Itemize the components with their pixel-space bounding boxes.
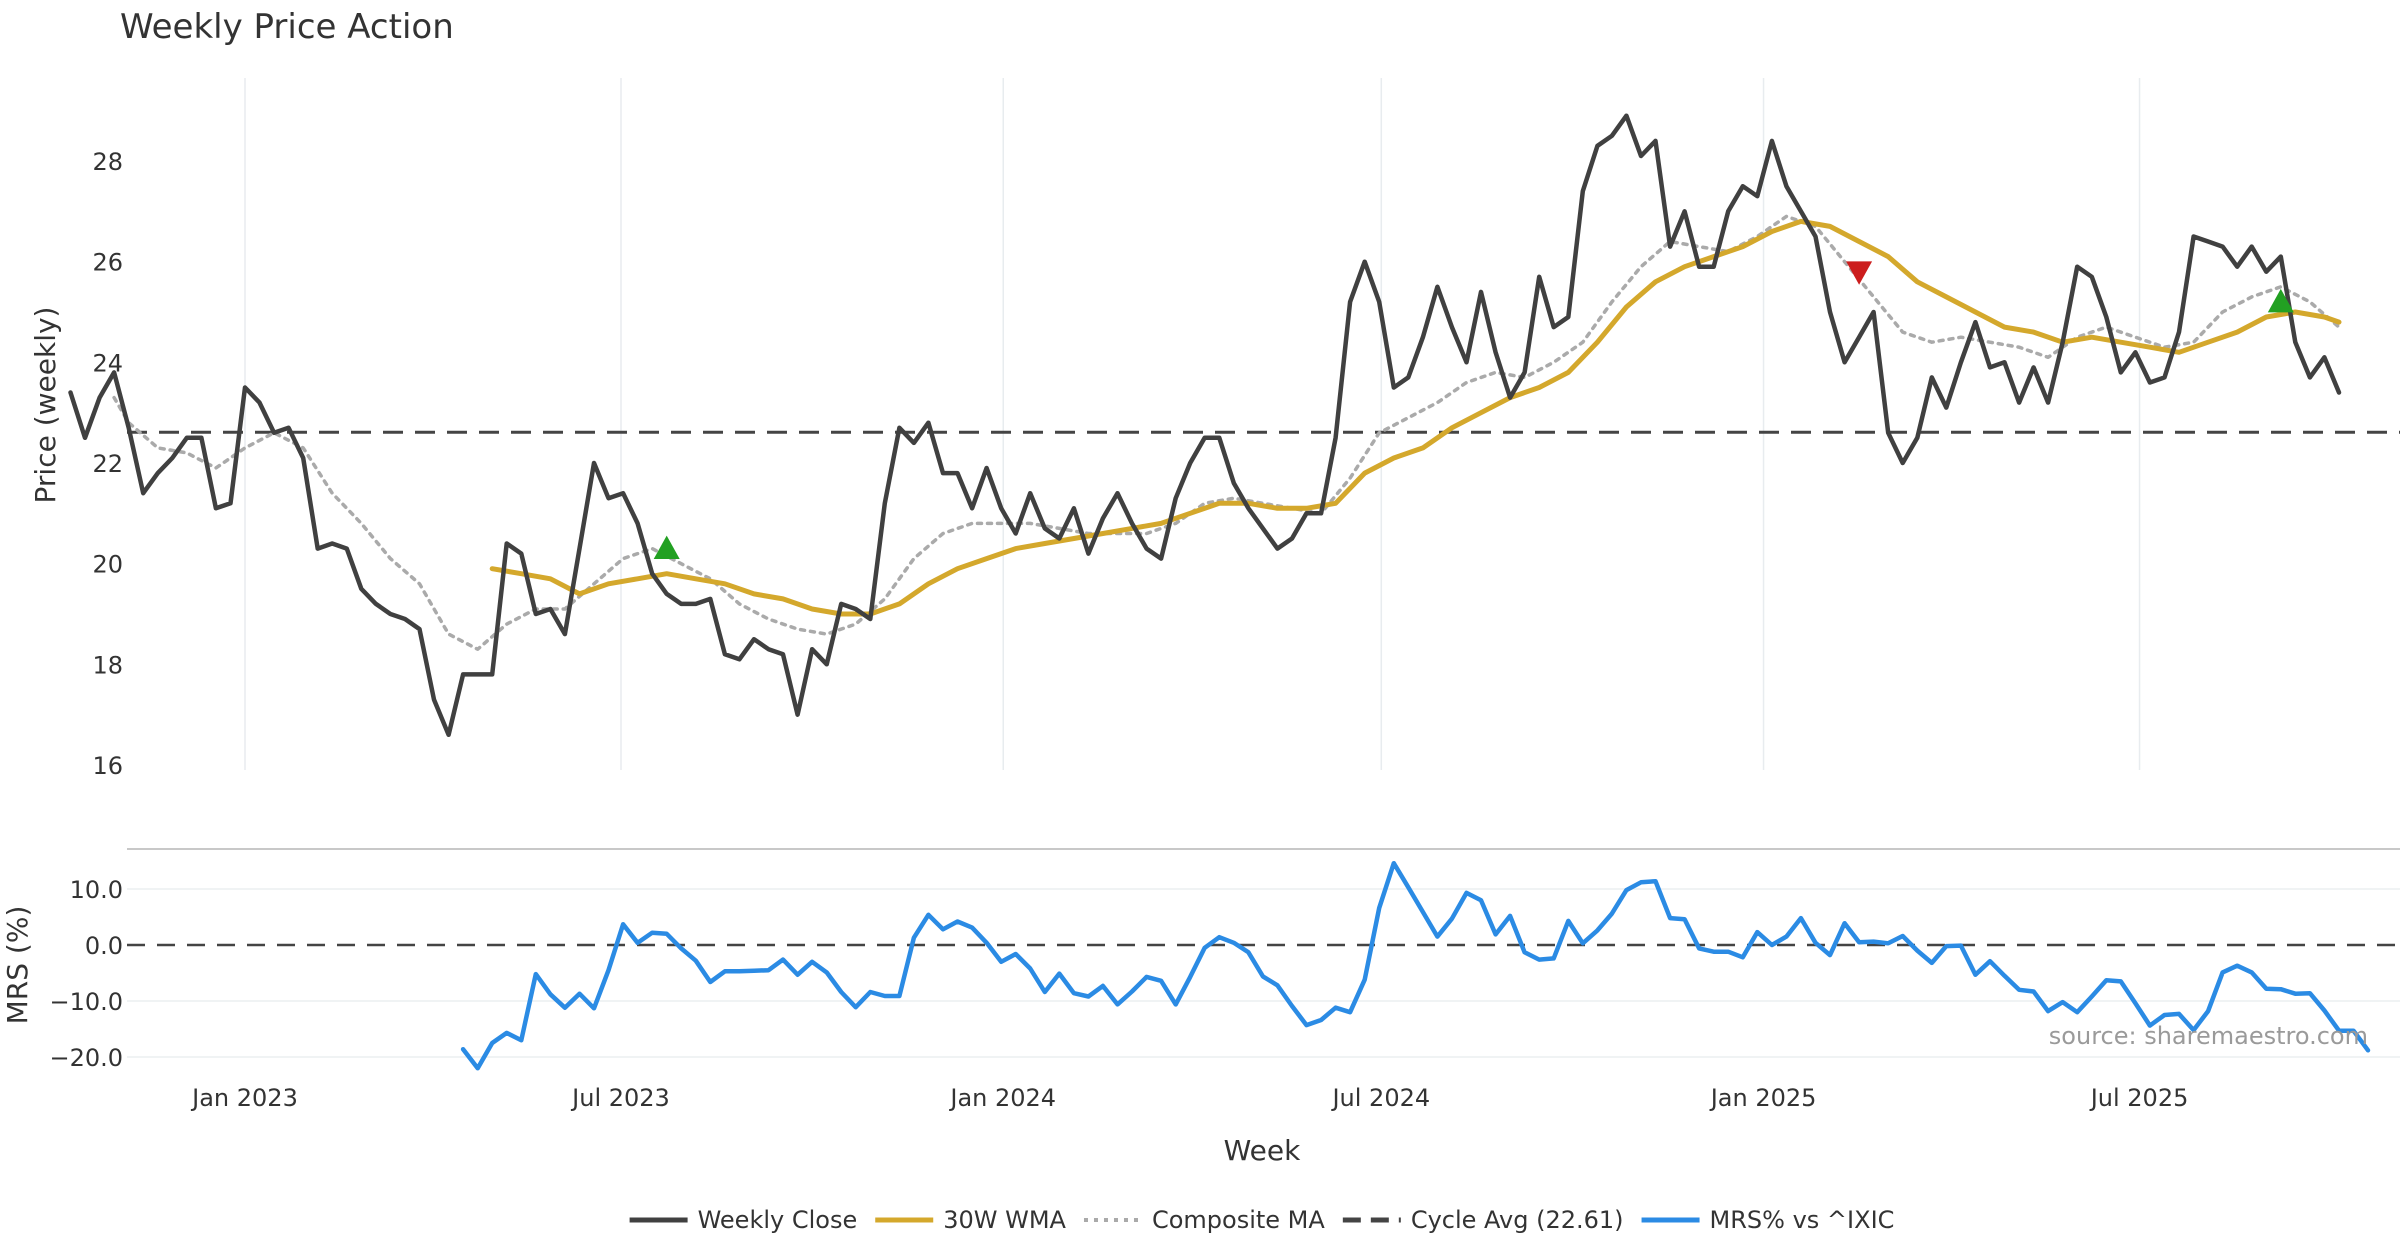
x-tick-label: Jul 2023: [570, 1084, 670, 1112]
buy-signal-marker: [2267, 288, 2294, 313]
legend-label: MRS% vs ^IXIC: [1710, 1206, 1895, 1234]
price-y-axis-label: Price (weekly): [29, 307, 62, 504]
mrs-gridlines: [127, 888, 2400, 1058]
price-y-tick-label: 26: [92, 249, 123, 277]
price-gridlines: [244, 78, 2141, 770]
x-tick-label: Jan 2025: [1709, 1084, 1817, 1112]
mrs-y-tick-label: 10.0: [70, 876, 123, 904]
mrs-y-axis-label: MRS (%): [1, 906, 34, 1025]
price-series: [68, 113, 2400, 738]
legend-label: Weekly Close: [698, 1206, 858, 1234]
price-y-tick-label: 24: [92, 349, 123, 377]
price-y-tick-label: 16: [92, 752, 123, 780]
mrs-y-tick-label: −10.0: [49, 988, 123, 1016]
wma-30w-line: [489, 218, 2342, 617]
composite-ma-line: [112, 214, 2341, 651]
legend-item: 30W WMA: [875, 1206, 1067, 1234]
sell-signal-marker: [1846, 261, 1873, 285]
chart-title: Weekly Price Action: [120, 7, 454, 47]
legend-label: 30W WMA: [943, 1206, 1066, 1234]
price-panel: 16 18 20 22 24 26 28 Price (weekly): [29, 78, 2400, 780]
mrs-y-tick-label: −20.0: [49, 1044, 123, 1072]
weekly-close-line: [68, 113, 2342, 738]
buy-signal-marker: [653, 535, 680, 559]
source-note: source: sharemaestro.com: [2049, 1022, 2368, 1050]
x-tick-label: Jul 2025: [2089, 1084, 2189, 1112]
price-y-ticks: 16 18 20 22 24 26 28: [92, 148, 123, 780]
mrs-y-ticks: −20.0 −10.0 0.0 10.0: [49, 876, 123, 1072]
x-tick-label: Jan 2023: [190, 1084, 298, 1112]
mrs-y-tick-label: 0.0: [85, 932, 123, 960]
x-tick-label: Jan 2024: [948, 1084, 1056, 1112]
legend-item: Weekly Close: [629, 1206, 858, 1234]
x-axis-label: Week: [1224, 1134, 1301, 1167]
mrs-series: [127, 860, 2400, 1071]
mrs-line: [460, 860, 2371, 1071]
price-y-tick-label: 22: [92, 450, 123, 478]
signal-markers: [653, 261, 2294, 559]
legend-label: Cycle Avg (22.61): [1411, 1206, 1624, 1234]
x-tick-label: Jul 2024: [1330, 1084, 1430, 1112]
x-axis-ticks: Jan 2023 Jul 2023 Jan 2024 Jul 2024 Jan 2025…: [190, 1084, 2188, 1112]
price-y-tick-label: 18: [92, 651, 123, 679]
legend: Weekly Close 30W WMA Composite MA Cycle Avg…: [629, 1206, 1895, 1234]
price-y-tick-label: 28: [92, 148, 123, 176]
mrs-panel: −20.0 −10.0 0.0 10.0 MRS (%) source: sharem…: [1, 860, 2400, 1072]
legend-item: MRS% vs ^IXIC: [1641, 1206, 1895, 1234]
legend-item: Composite MA: [1083, 1206, 1325, 1234]
legend-label: Composite MA: [1152, 1206, 1325, 1234]
price-y-tick-label: 20: [92, 551, 123, 579]
legend-item: Cycle Avg (22.61): [1342, 1206, 1624, 1234]
